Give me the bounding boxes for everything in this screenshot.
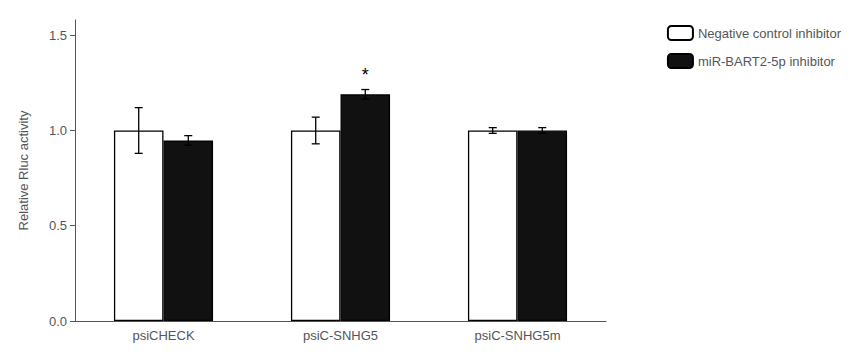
svg-text:psiCHECK: psiCHECK xyxy=(132,328,194,343)
svg-text:0.5: 0.5 xyxy=(49,218,67,233)
svg-text:0.0: 0.0 xyxy=(49,314,67,329)
svg-text:1.0: 1.0 xyxy=(49,123,67,138)
svg-text:psiC-SNHG5: psiC-SNHG5 xyxy=(303,328,378,343)
svg-text:psiC-SNHG5m: psiC-SNHG5m xyxy=(475,328,561,343)
svg-text:*: * xyxy=(362,65,369,85)
svg-text:miR-BART2-5p inhibitor: miR-BART2-5p inhibitor xyxy=(698,54,836,69)
svg-text:Negative control inhibitor: Negative control inhibitor xyxy=(698,26,842,41)
svg-text:1.5: 1.5 xyxy=(49,28,67,43)
svg-text:Relative Rluc activity: Relative Rluc activity xyxy=(16,110,31,230)
